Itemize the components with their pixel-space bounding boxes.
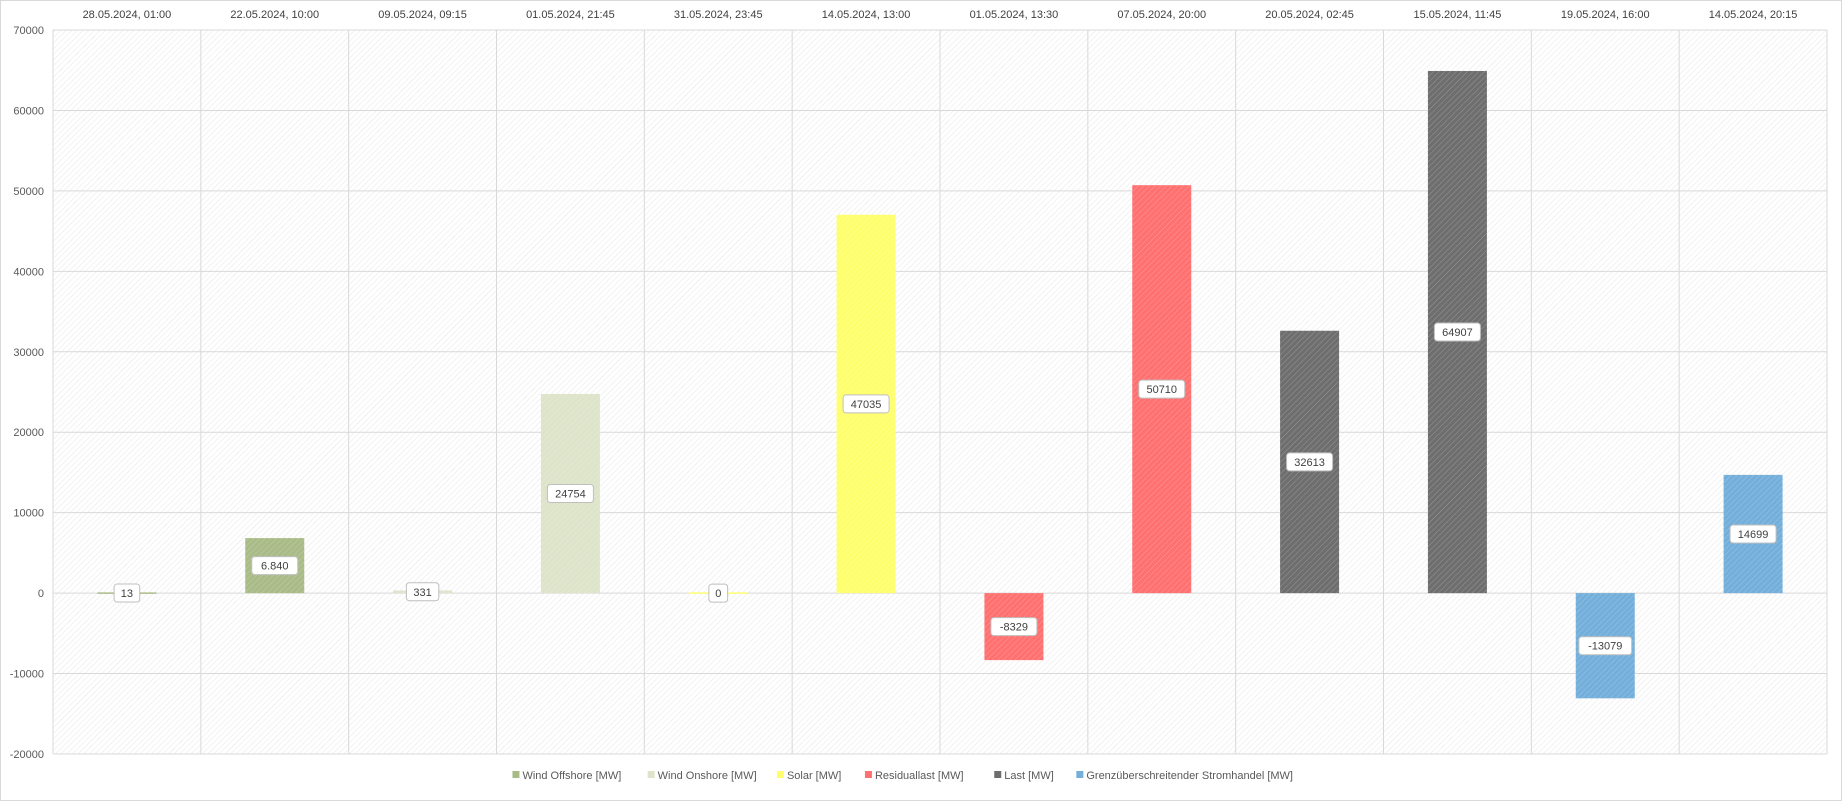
data-labels: 13 6.840 331 24754 0 47035 -8329 50710 32613 6490…: [113, 322, 1777, 656]
x-tick-label: 09.05.2024, 09:15: [378, 9, 467, 21]
y-axis: -20000 -10000 0 10000 20000 30000 40000 50000 60…: [10, 25, 44, 761]
legend-label: Solar [MW]: [787, 770, 841, 782]
data-label: 50710: [1146, 384, 1177, 396]
data-label: 64907: [1442, 327, 1473, 339]
gridlines: [52, 29, 1828, 755]
data-label-box: [405, 582, 440, 602]
y-tick-label: 10000: [13, 508, 44, 520]
data-label: -13079: [1588, 641, 1622, 653]
legend-swatch: [647, 771, 655, 778]
legend: Wind Offshore [MW] Wind Onshore [MW] Solar…: [512, 770, 1293, 782]
y-tick-label: -10000: [10, 669, 44, 681]
x-tick-label: 14.05.2024, 13:00: [822, 9, 911, 21]
data-label: 0: [715, 588, 721, 600]
legend-swatch: [864, 771, 872, 778]
data-label-box: [1286, 452, 1334, 472]
data-label: 32613: [1294, 457, 1325, 469]
y-tick-label: 50000: [13, 186, 44, 198]
data-label: 6.840: [261, 561, 289, 573]
x-tick-label: 28.05.2024, 01:00: [83, 9, 172, 21]
y-tick-label: -20000: [10, 749, 44, 761]
data-label: 331: [413, 587, 431, 599]
data-label: 13: [121, 588, 133, 600]
x-tick-label: 22.05.2024, 10:00: [230, 9, 319, 21]
y-tick-label: 60000: [13, 105, 44, 117]
legend-swatch: [776, 771, 784, 778]
data-label-box: [251, 556, 299, 576]
data-label-box: [546, 484, 594, 504]
x-tick-label: 01.05.2024, 21:45: [526, 9, 615, 21]
y-tick-label: 40000: [13, 266, 44, 278]
legend-swatch: [1076, 771, 1084, 778]
legend-label: Residuallast [MW]: [875, 770, 964, 782]
x-tick-label: 31.05.2024, 23:45: [674, 9, 763, 21]
data-label: 14699: [1738, 529, 1769, 541]
data-label-box: [1433, 322, 1481, 342]
legend-label: Wind Offshore [MW]: [522, 770, 621, 782]
data-label: -8329: [1000, 622, 1028, 634]
legend-label: Grenzüberschreitender Stromhandel [MW]: [1086, 770, 1293, 782]
data-label-box: [1729, 524, 1777, 544]
legend-label: Wind Onshore [MW]: [658, 770, 757, 782]
x-tick-label: 01.05.2024, 13:30: [970, 9, 1059, 21]
data-label-box: [1578, 636, 1633, 656]
data-label: 24754: [555, 489, 586, 501]
data-label-box: [1138, 379, 1186, 399]
legend-label: Last [MW]: [1004, 770, 1054, 782]
legend-swatch: [512, 771, 520, 778]
y-tick-label: 30000: [13, 347, 44, 359]
data-label-box: [842, 394, 890, 414]
data-label: 47035: [851, 399, 882, 411]
x-axis: 28.05.2024, 01:00 22.05.2024, 10:00 09.05.…: [83, 9, 1798, 21]
y-tick-label: 70000: [13, 25, 44, 37]
x-tick-label: 15.05.2024, 11:45: [1413, 9, 1501, 21]
x-tick-label: 14.05.2024, 20:15: [1709, 9, 1798, 21]
x-tick-label: 19.05.2024, 16:00: [1561, 9, 1650, 21]
y-tick-label: 20000: [13, 427, 44, 439]
data-label-box: [113, 583, 141, 603]
x-tick-label: 07.05.2024, 20:00: [1117, 9, 1206, 21]
data-label-box: [990, 617, 1038, 637]
x-tick-label: 20.05.2024, 02:45: [1265, 9, 1354, 21]
legend-swatch: [994, 771, 1002, 778]
data-label-box: [708, 583, 729, 603]
y-tick-label: 0: [38, 588, 44, 600]
